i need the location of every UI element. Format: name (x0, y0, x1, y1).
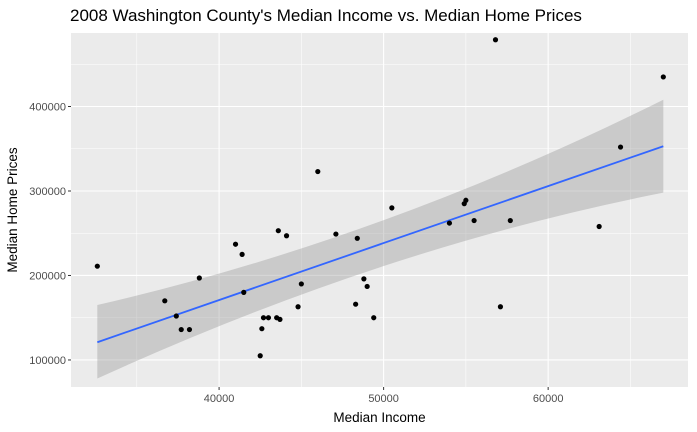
data-point (257, 353, 263, 359)
data-point (241, 289, 247, 295)
data-point (186, 326, 193, 333)
grid-major (71, 33, 688, 387)
data-point (471, 217, 477, 224)
x-tick-label: 40000 (204, 393, 235, 405)
data-points (94, 37, 666, 359)
data-point (178, 326, 184, 333)
data-point (260, 315, 267, 321)
y-tick-label: 400000 (29, 102, 66, 114)
x-tick-label: 50000 (368, 393, 399, 405)
data-point (232, 241, 239, 247)
confidence-band (97, 99, 664, 379)
data-point (353, 301, 359, 307)
data-point (507, 217, 513, 224)
data-point (295, 304, 301, 310)
data-point (162, 298, 168, 304)
y-tick-label: 200000 (29, 270, 66, 282)
data-point (492, 37, 499, 43)
data-point (446, 220, 453, 226)
data-point (333, 231, 339, 237)
data-point (283, 233, 290, 239)
data-point (298, 281, 304, 287)
y-axis-ticks: 100000 200000 300000 400000 (29, 102, 71, 367)
data-point (196, 275, 202, 281)
data-point (389, 205, 395, 211)
x-tick-label: 60000 (533, 393, 564, 405)
data-point (371, 315, 377, 321)
data-point (265, 315, 272, 321)
data-point (315, 168, 321, 175)
y-axis-title: Median Home Prices (5, 147, 20, 273)
chart-title: 2008 Washington County's Median Income v… (70, 6, 582, 25)
data-point (463, 197, 469, 203)
plot-panel (71, 33, 688, 387)
data-point (277, 316, 283, 323)
data-point (361, 276, 367, 282)
data-point (239, 251, 245, 257)
data-point (497, 304, 504, 310)
data-point (259, 326, 265, 332)
data-point (364, 283, 370, 290)
data-point (660, 74, 666, 80)
y-tick-label: 300000 (29, 186, 66, 198)
data-point (94, 263, 100, 269)
x-axis-ticks: 40000 50000 60000 (204, 387, 564, 405)
regression-line (97, 145, 664, 344)
data-point (354, 235, 360, 241)
data-point (617, 144, 624, 150)
data-point (596, 223, 602, 230)
x-axis-title: Median Income (333, 410, 425, 425)
data-point (275, 228, 281, 234)
y-tick-label: 100000 (29, 355, 66, 367)
data-point (173, 313, 179, 319)
